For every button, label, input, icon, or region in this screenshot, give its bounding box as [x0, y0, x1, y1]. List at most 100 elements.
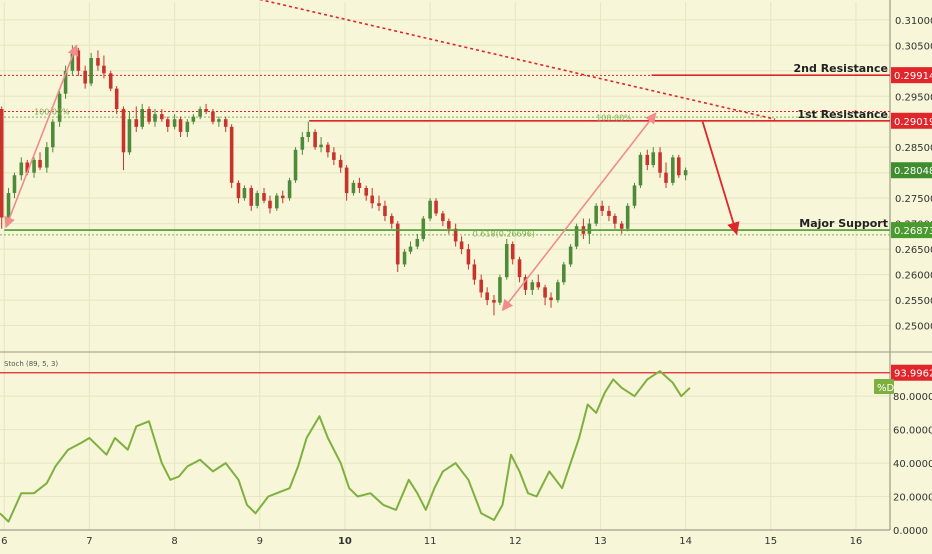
- stoch-d-tag: [874, 379, 894, 394]
- candle-body: [38, 159, 42, 168]
- time-tick-label: 15: [764, 536, 777, 547]
- candle-body: [676, 157, 681, 176]
- candle-body: [211, 111, 215, 122]
- support-price-label: 0.26873: [894, 226, 932, 237]
- candle-body: [229, 126, 234, 183]
- candle-body: [83, 70, 87, 84]
- candle-body: [664, 172, 668, 183]
- candle-body: [280, 195, 285, 199]
- projection-arrow: [701, 121, 740, 236]
- resistance-price-tag: [891, 112, 932, 129]
- time-tick-label: 10: [338, 536, 352, 547]
- candle-body: [262, 193, 266, 201]
- candle-body: [6, 193, 11, 218]
- candle-body: [217, 119, 221, 122]
- candle-body: [683, 170, 688, 176]
- candle-body: [574, 226, 579, 247]
- candle-body: [543, 287, 547, 298]
- candle-body: [517, 259, 522, 278]
- candle-body: [370, 195, 374, 204]
- candle-body: [389, 215, 394, 224]
- resistance-price-label: 0.29019: [894, 117, 932, 128]
- stoch-d-line: [0, 370, 691, 523]
- candle-body: [492, 300, 496, 303]
- candle-body: [275, 195, 279, 209]
- candle-body: [249, 187, 254, 206]
- candle-body: [587, 223, 592, 234]
- candle-body: [536, 282, 541, 288]
- candle-body: [32, 159, 36, 173]
- fib-label: 0.618(0.26696): [473, 229, 535, 238]
- time-tick-label: 6: [1, 536, 7, 547]
- candle-body: [287, 180, 292, 199]
- time-tick-label: 9: [257, 536, 263, 547]
- candle-body: [236, 182, 241, 199]
- stoch-tick-label: 20.0000: [893, 493, 932, 504]
- candle-body: [268, 200, 272, 209]
- candle-body: [479, 279, 483, 293]
- candle-body: [255, 193, 259, 206]
- candle-body: [344, 167, 349, 194]
- candle-body: [0, 108, 4, 218]
- candle-body: [76, 50, 81, 71]
- candle-body: [185, 121, 190, 132]
- candle-body: [600, 205, 604, 211]
- candle-body: [293, 149, 298, 181]
- support-level-name: Major Support: [799, 217, 888, 230]
- candle-body: [485, 292, 489, 301]
- resistance-price-tag: [891, 67, 932, 84]
- support-price-tag: [891, 222, 932, 239]
- candle-body: [434, 200, 438, 214]
- candle-body: [613, 215, 617, 224]
- candle-body: [408, 246, 413, 252]
- stoch-tick-label: 40.0000: [893, 459, 932, 470]
- candle-body: [153, 114, 157, 122]
- candle-body: [459, 241, 464, 250]
- time-tick-label: 14: [679, 536, 692, 547]
- dotted-levels: [0, 74, 890, 236]
- resistance-price-label: 0.29914: [894, 71, 932, 82]
- candle-body: [651, 152, 656, 166]
- candle-body: [645, 154, 650, 166]
- candle-body: [562, 264, 566, 283]
- candle-body: [428, 200, 432, 219]
- candle-body: [530, 282, 535, 290]
- candle-body: [638, 154, 643, 186]
- candle-body: [568, 246, 573, 265]
- fib-label: 100.00%: [596, 114, 632, 123]
- candle-body: [453, 228, 458, 242]
- candle-body: [466, 249, 471, 265]
- stoch-tick-label: 0.0000: [893, 526, 928, 537]
- stoch-overbought-tag: [891, 364, 932, 381]
- candle-body: [114, 88, 119, 109]
- candle-body: [147, 108, 151, 122]
- candle-body: [510, 244, 515, 260]
- candle-body: [594, 205, 598, 224]
- candle-body: [632, 185, 637, 206]
- candle-body: [332, 152, 336, 160]
- time-tick-label: 13: [594, 536, 607, 547]
- candle-body: [671, 157, 675, 183]
- resistance-level-name: 1st Resistance: [797, 108, 888, 121]
- candle-body: [165, 119, 170, 127]
- candle-body: [19, 162, 24, 176]
- grid-lines: [0, 2, 890, 531]
- candle-body: [625, 205, 630, 229]
- candle-body: [607, 210, 611, 216]
- candle-body: [198, 108, 202, 117]
- candle-body: [89, 58, 93, 84]
- time-tick-label: 8: [171, 536, 177, 547]
- candle-body: [338, 159, 343, 168]
- candle-body: [223, 119, 228, 127]
- candle-body: [51, 121, 55, 148]
- time-tick-label: 7: [86, 536, 92, 547]
- candle-body: [498, 277, 502, 303]
- descending-trendline: [259, 0, 776, 120]
